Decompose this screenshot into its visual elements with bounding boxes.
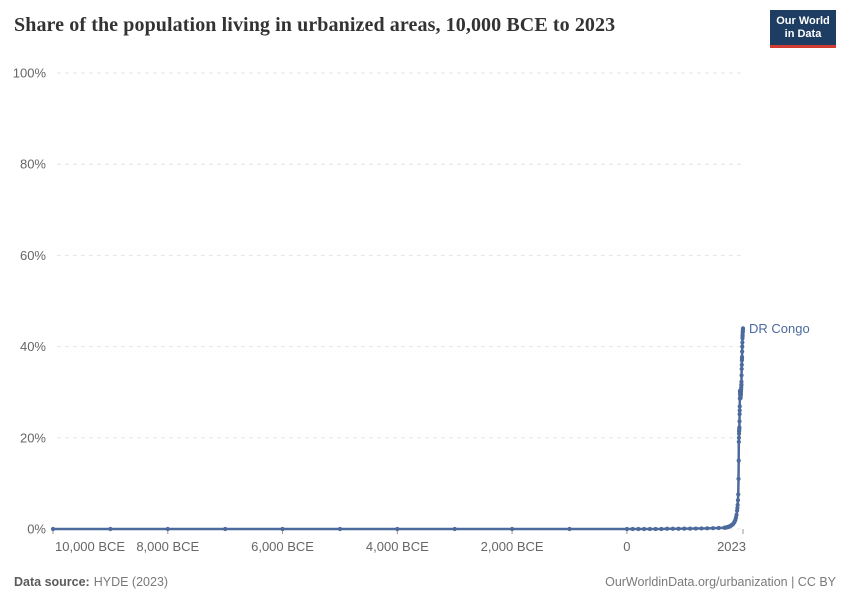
data-point[interactable] [737,425,742,430]
data-point[interactable] [676,526,681,531]
x-axis-label: 6,000 BCE [251,539,314,554]
data-source: Data source: HYDE (2023) [14,575,168,589]
y-axis-label: 100% [13,66,47,81]
data-point[interactable] [223,526,228,532]
data-point[interactable] [280,526,285,532]
series-label-dr-congo[interactable]: DR Congo [749,321,810,336]
data-point[interactable] [337,526,343,532]
data-point[interactable] [740,326,746,331]
data-point[interactable] [736,458,741,463]
data-source-label: Data source: [14,575,90,589]
x-axis-label: 8,000 BCE [136,539,199,554]
data-point[interactable] [682,526,687,531]
data-point[interactable] [108,526,113,532]
data-point[interactable] [630,526,635,532]
data-point[interactable] [736,476,741,481]
data-point[interactable] [734,512,739,517]
data-point[interactable] [710,526,716,531]
x-axis-label: 0 [623,539,630,554]
data-point[interactable] [739,373,744,378]
y-axis-label: 0% [27,522,46,537]
data-point[interactable] [452,526,457,532]
x-axis-label: 2023 [717,539,746,554]
x-axis-label: 10,000 BCE [55,539,125,554]
data-point[interactable] [739,366,744,372]
data-point[interactable] [510,526,515,532]
data-point[interactable] [735,502,740,507]
data-point[interactable] [670,526,675,531]
y-axis-label: 40% [20,339,46,354]
data-point[interactable] [395,526,400,532]
data-point[interactable] [653,526,658,532]
data-point[interactable] [737,411,742,417]
data-point[interactable] [693,526,698,531]
footer: Data source: HYDE (2023) OurWorldinData.o… [14,575,836,589]
data-point[interactable] [737,404,742,409]
series-points[interactable] [50,326,746,532]
credit-link[interactable]: OurWorldinData.org/urbanization | CC BY [605,575,836,589]
data-point[interactable] [624,526,630,532]
data-point[interactable] [739,354,745,360]
data-point[interactable] [739,362,744,367]
y-axis-label: 20% [20,430,46,445]
data-point[interactable] [737,408,742,413]
data-point[interactable] [705,526,710,531]
data-point[interactable] [642,526,647,532]
data-point[interactable] [664,526,670,531]
data-point[interactable] [737,419,742,424]
logo-text-line2: in Data [784,28,822,40]
data-point[interactable] [699,526,704,531]
data-point[interactable] [165,526,170,532]
data-point[interactable] [740,349,745,354]
chart-title: Share of the population living in urbani… [14,14,616,36]
logo-text-line1: Our World [776,15,830,27]
data-point[interactable] [735,505,740,511]
data-point[interactable] [740,344,745,349]
data-point[interactable] [687,526,693,531]
x-axis-label: 2,000 BCE [481,539,544,554]
data-point[interactable] [636,526,641,532]
data-point[interactable] [50,526,56,532]
data-point[interactable] [736,492,741,497]
y-axis-label: 80% [20,157,46,172]
data-point[interactable] [716,525,721,531]
x-axis-label: 4,000 BCE [366,539,429,554]
data-point[interactable] [659,526,664,532]
y-axis-label: 60% [20,248,46,263]
data-point[interactable] [736,435,742,440]
data-point[interactable] [735,498,741,503]
data-point[interactable] [647,526,652,532]
owid-logo[interactable]: Our World in Data [770,10,836,48]
data-point[interactable] [739,379,744,384]
data-point[interactable] [567,526,572,532]
data-point[interactable] [736,439,741,444]
series-line[interactable] [51,327,745,531]
data-point[interactable] [740,340,745,345]
data-source-value: HYDE (2023) [93,575,169,589]
